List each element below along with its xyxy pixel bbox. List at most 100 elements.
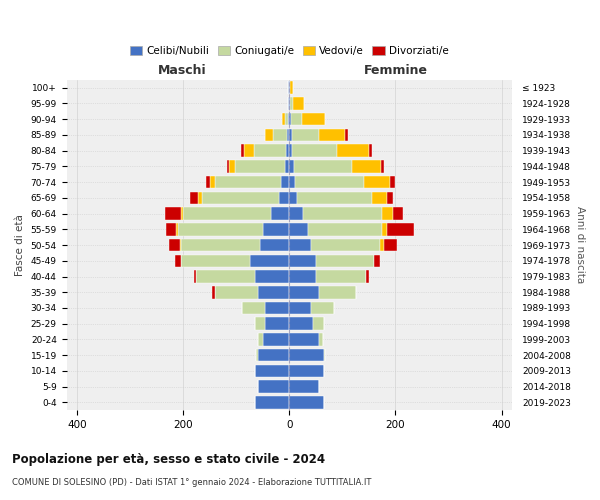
Bar [352, 160, 381, 172]
Bar [313, 318, 324, 330]
Bar [390, 176, 395, 188]
Bar [311, 302, 334, 314]
Bar [316, 254, 374, 267]
Bar [289, 270, 316, 283]
Bar [260, 239, 289, 252]
Bar [241, 144, 244, 157]
Bar [316, 270, 366, 283]
Bar [289, 192, 297, 204]
Bar [197, 192, 202, 204]
Bar [227, 160, 229, 172]
Bar [196, 270, 255, 283]
Bar [255, 396, 289, 408]
Bar [380, 239, 384, 252]
Bar [263, 223, 289, 235]
Bar [289, 176, 295, 188]
Bar [290, 97, 293, 110]
Bar [274, 128, 287, 141]
Bar [175, 254, 181, 267]
Bar [271, 208, 289, 220]
Bar [235, 160, 285, 172]
Text: COMUNE DI SOLESINO (PD) - Dati ISTAT 1° gennaio 2024 - Elaborazione TUTTITALIA.I: COMUNE DI SOLESINO (PD) - Dati ISTAT 1° … [12, 478, 371, 487]
Bar [288, 82, 289, 94]
Bar [183, 208, 271, 220]
Y-axis label: Fasce di età: Fasce di età [15, 214, 25, 276]
Bar [289, 128, 292, 141]
Bar [289, 302, 311, 314]
Bar [289, 208, 302, 220]
Bar [289, 254, 316, 267]
Bar [206, 176, 210, 188]
Bar [388, 192, 393, 204]
Bar [194, 270, 196, 283]
Bar [393, 208, 403, 220]
Bar [166, 223, 176, 235]
Bar [250, 254, 289, 267]
Bar [289, 349, 324, 362]
Bar [215, 286, 257, 298]
Bar [293, 160, 352, 172]
Bar [288, 113, 289, 126]
Bar [388, 223, 414, 235]
Bar [289, 239, 311, 252]
Bar [289, 113, 291, 126]
Bar [289, 396, 324, 408]
Bar [210, 176, 215, 188]
Bar [289, 380, 319, 393]
Bar [381, 160, 384, 172]
Bar [308, 223, 382, 235]
Bar [279, 192, 289, 204]
Bar [337, 144, 369, 157]
Bar [257, 380, 289, 393]
Bar [371, 192, 388, 204]
Bar [265, 302, 289, 314]
Bar [289, 318, 313, 330]
Text: Popolazione per età, sesso e stato civile - 2024: Popolazione per età, sesso e stato civil… [12, 452, 325, 466]
Bar [364, 176, 390, 188]
Bar [287, 128, 289, 141]
Bar [302, 208, 382, 220]
Bar [256, 349, 257, 362]
Bar [366, 270, 369, 283]
Bar [181, 254, 250, 267]
Bar [263, 333, 289, 346]
Bar [289, 333, 319, 346]
Bar [345, 128, 347, 141]
Bar [285, 160, 289, 172]
Bar [242, 302, 265, 314]
Bar [257, 286, 289, 298]
Bar [291, 113, 302, 126]
Bar [319, 286, 356, 298]
Bar [257, 333, 263, 346]
Bar [319, 128, 345, 141]
Bar [176, 223, 178, 235]
Bar [212, 286, 215, 298]
Bar [255, 318, 265, 330]
Bar [289, 286, 319, 298]
Bar [293, 97, 304, 110]
Bar [289, 223, 308, 235]
Bar [202, 192, 279, 204]
Bar [265, 318, 289, 330]
Bar [281, 176, 289, 188]
Bar [288, 97, 289, 110]
Bar [324, 349, 325, 362]
Bar [302, 113, 325, 126]
Bar [229, 160, 235, 172]
Bar [254, 144, 286, 157]
Bar [289, 364, 324, 377]
Bar [382, 223, 388, 235]
Bar [311, 239, 380, 252]
Bar [289, 82, 290, 94]
Bar [255, 270, 289, 283]
Bar [384, 239, 397, 252]
Y-axis label: Anni di nascita: Anni di nascita [575, 206, 585, 284]
Bar [283, 113, 285, 126]
Bar [164, 208, 181, 220]
Bar [178, 223, 263, 235]
Bar [292, 144, 337, 157]
Bar [289, 160, 293, 172]
Bar [179, 239, 181, 252]
Bar [290, 82, 293, 94]
Bar [215, 176, 281, 188]
